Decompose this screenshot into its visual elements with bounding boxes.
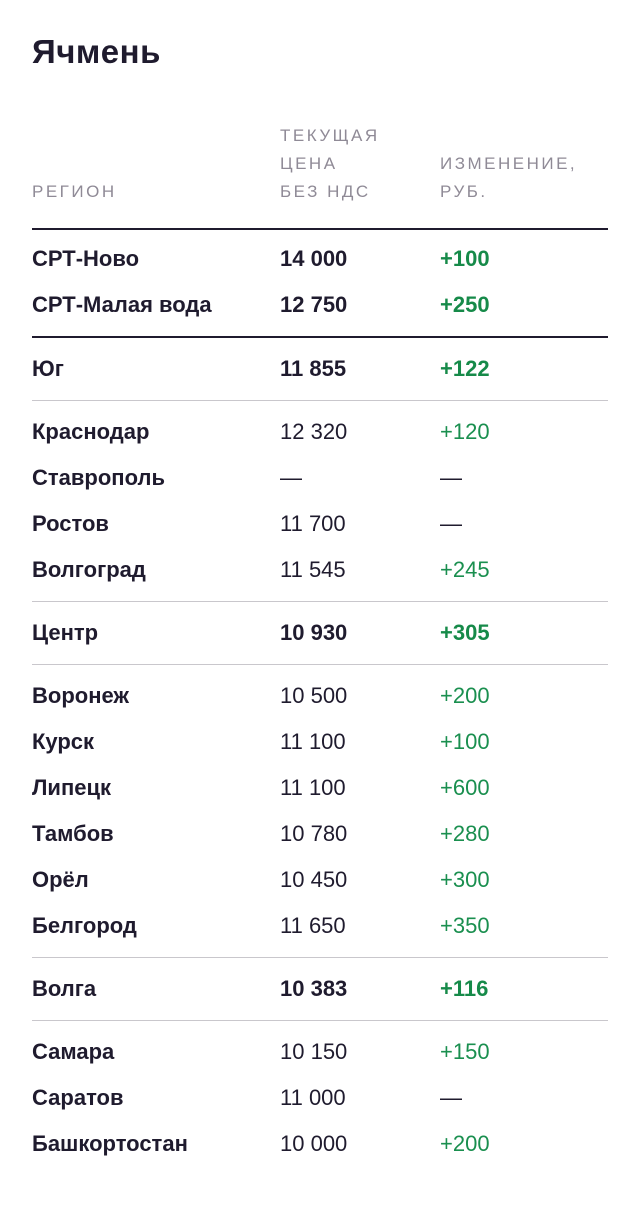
region-name: Тамбов	[32, 821, 114, 846]
column-header-price: ТЕКУЩАЯ ЦЕНА БЕЗ НДС	[280, 126, 380, 201]
table-row: Краснодар 12 320 +120	[32, 409, 608, 455]
region-name: Ростов	[32, 511, 109, 536]
change-value: +100	[440, 729, 490, 754]
change-value: +150	[440, 1039, 490, 1064]
table-row: СРТ-Малая вода 12 750 +250	[32, 282, 608, 328]
change-value: —	[440, 465, 462, 490]
region-name: СРТ-Ново	[32, 246, 140, 271]
price-value: 14 000	[280, 246, 348, 271]
table-row-summary: Центр 10 930 +305	[32, 610, 608, 656]
page-title: Ячмень	[32, 33, 161, 70]
region-name: Орёл	[32, 867, 89, 892]
table-group: Краснодар 12 320 +120 Ставрополь — — Рос…	[32, 401, 608, 602]
column-header-region: РЕГИОН	[32, 182, 117, 201]
region-name: Юг	[32, 356, 64, 381]
table-row: Башкортостан 10 000 +200	[32, 1121, 608, 1167]
price-value: 11 650	[280, 913, 346, 938]
change-value: +200	[440, 1131, 490, 1156]
region-name: Белгород	[32, 913, 137, 938]
price-value: 11 100	[280, 775, 346, 800]
change-value: +100	[440, 246, 490, 271]
change-value: +120	[440, 419, 490, 444]
table-row: Воронеж 10 500 +200	[32, 673, 608, 719]
change-value: +600	[440, 775, 490, 800]
change-value: +350	[440, 913, 490, 938]
table-row: Волгоград 11 545 +245	[32, 547, 608, 593]
table-row: Курск 11 100 +100	[32, 719, 608, 765]
table-row-summary: Юг 11 855 +122	[32, 346, 608, 392]
change-value: +122	[440, 356, 490, 381]
table-header: РЕГИОН ТЕКУЩАЯ ЦЕНА БЕЗ НДС ИЗМЕНЕНИЕ, Р…	[32, 122, 608, 230]
region-name: Воронеж	[32, 683, 130, 708]
price-value: 10 383	[280, 976, 348, 1001]
price-value: 10 450	[280, 867, 348, 892]
change-value: +305	[440, 620, 490, 645]
region-name: Волгоград	[32, 557, 146, 582]
price-value: 12 750	[280, 292, 348, 317]
table-row: Тамбов 10 780 +280	[32, 811, 608, 857]
region-name: Волга	[32, 976, 97, 1001]
change-value: +250	[440, 292, 490, 317]
price-value: 11 000	[280, 1085, 346, 1110]
price-value: 10 150	[280, 1039, 348, 1064]
table-row: СРТ-Ново 14 000 +100	[32, 236, 608, 282]
table-row: Ставрополь — —	[32, 455, 608, 501]
change-value: +200	[440, 683, 490, 708]
table-body: СРТ-Ново 14 000 +100 СРТ-Малая вода 12 7…	[32, 236, 608, 1167]
price-value: 11 545	[280, 557, 346, 582]
table-row-summary: Волга 10 383 +116	[32, 966, 608, 1012]
change-value: —	[440, 1085, 462, 1110]
table-row: Ростов 11 700 —	[32, 501, 608, 547]
region-name: Ставрополь	[32, 465, 165, 490]
column-header-change: ИЗМЕНЕНИЕ, РУБ.	[440, 154, 578, 201]
price-value: 10 000	[280, 1131, 348, 1156]
price-value: 10 930	[280, 620, 348, 645]
change-value: +280	[440, 821, 490, 846]
change-value: —	[440, 511, 462, 536]
price-value: 11 700	[280, 511, 346, 536]
table-row: Белгород 11 650 +350	[32, 903, 608, 949]
table-group: Воронеж 10 500 +200 Курск 11 100 +100 Ли…	[32, 665, 608, 958]
region-name: Башкортостан	[32, 1131, 188, 1156]
table-group: Самара 10 150 +150 Саратов 11 000 — Башк…	[32, 1021, 608, 1167]
region-name: СРТ-Малая вода	[32, 292, 212, 317]
table-group: СРТ-Ново 14 000 +100 СРТ-Малая вода 12 7…	[32, 236, 608, 338]
region-name: Саратов	[32, 1085, 124, 1110]
table-group: Юг 11 855 +122	[32, 338, 608, 401]
price-value: —	[280, 465, 302, 490]
table-row: Саратов 11 000 —	[32, 1075, 608, 1121]
change-value: +245	[440, 557, 490, 582]
table-group: Центр 10 930 +305	[32, 602, 608, 665]
price-value: 11 855	[280, 356, 347, 381]
change-value: +300	[440, 867, 490, 892]
region-name: Курск	[32, 729, 95, 754]
price-value: 10 780	[280, 821, 348, 846]
table-row: Липецк 11 100 +600	[32, 765, 608, 811]
region-name: Липецк	[32, 775, 112, 800]
region-name: Краснодар	[32, 419, 150, 444]
price-value: 11 100	[280, 729, 346, 754]
table-row: Орёл 10 450 +300	[32, 857, 608, 903]
region-name: Самара	[32, 1039, 115, 1064]
change-value: +116	[440, 976, 489, 1001]
table-group: Волга 10 383 +116	[32, 958, 608, 1021]
price-value: 10 500	[280, 683, 348, 708]
price-value: 12 320	[280, 419, 348, 444]
region-name: Центр	[32, 620, 99, 645]
table-row: Самара 10 150 +150	[32, 1029, 608, 1075]
